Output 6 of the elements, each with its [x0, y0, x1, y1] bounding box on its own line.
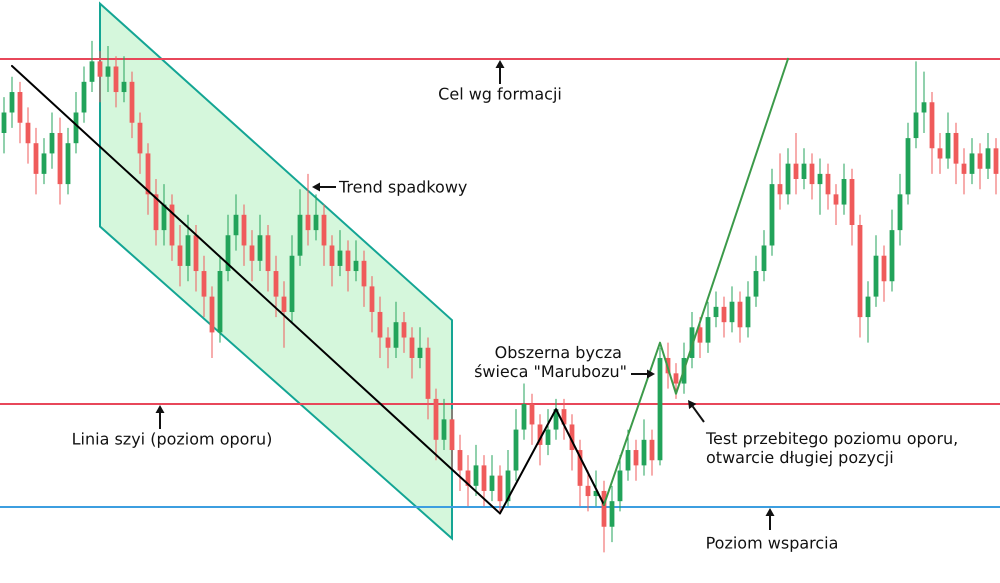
annotation: Linia szyi (poziom oporu) — [72, 430, 272, 448]
annotation: Trend spadkowy — [338, 178, 468, 196]
annotation: Cel wg formacji — [438, 84, 562, 104]
annotation: Obszerna bycza świeca "Marubozu" — [474, 343, 627, 381]
annotation: Poziom wsparcia — [706, 534, 838, 552]
annotation: Test przebitego poziomu oporu, otwarcie długiej pozycji — [705, 429, 964, 467]
